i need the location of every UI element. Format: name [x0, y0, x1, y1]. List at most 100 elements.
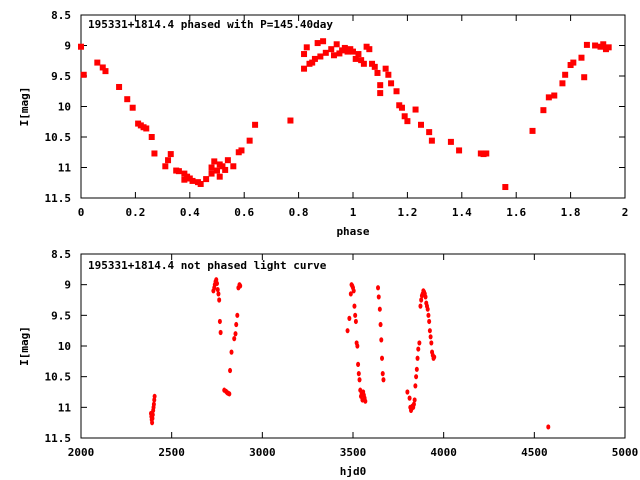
x-tick-label: 2	[622, 206, 629, 219]
data-point	[393, 88, 400, 95]
data-point	[388, 80, 395, 87]
y-axis-label: I[mag]	[18, 326, 31, 366]
data-point	[545, 94, 552, 101]
data-point	[151, 401, 156, 407]
data-point	[216, 173, 223, 180]
data-point	[219, 163, 226, 170]
data-point	[355, 51, 362, 58]
data-point	[181, 176, 188, 183]
data-point	[328, 46, 335, 53]
data-point	[317, 53, 324, 60]
data-point	[322, 49, 329, 56]
chart-title: 195331+1814.4 not phased light curve	[88, 259, 327, 272]
data-point	[581, 74, 588, 81]
data-point	[426, 129, 433, 136]
data-point	[330, 52, 337, 59]
data-point	[363, 398, 368, 404]
data-point	[124, 96, 131, 103]
data-point	[401, 113, 408, 120]
x-tick-label: 0	[78, 206, 85, 219]
data-point	[378, 321, 383, 328]
data-point	[301, 51, 308, 58]
data-point	[167, 151, 174, 158]
data-point	[381, 377, 386, 383]
data-point	[353, 318, 358, 325]
data-point	[380, 371, 385, 377]
data-point	[162, 163, 169, 170]
data-point	[189, 177, 196, 184]
phased-light-curve-panel: 0 0.2 0.4 0.6 0.8 1 1.2 1.4 1.6 1.8 2 8.5 9 9.5 10 10.5…	[18, 9, 628, 238]
x-axis-label: hjd0	[340, 465, 367, 478]
data-point	[418, 121, 424, 128]
x-tick-label: 2000	[68, 446, 95, 459]
y-tick-label: 8.5	[51, 9, 71, 22]
data-point	[350, 48, 356, 55]
data-point	[352, 303, 357, 309]
data-point	[345, 328, 350, 334]
data-point	[592, 42, 599, 49]
data-point	[425, 306, 430, 312]
y-tick-label: 11	[58, 401, 72, 414]
data-point	[358, 57, 365, 64]
data-point	[380, 355, 385, 361]
data-point	[578, 54, 585, 61]
data-point	[217, 318, 222, 325]
data-point	[374, 69, 381, 76]
data-point	[356, 371, 361, 377]
x-tick-label: 0.2	[125, 206, 145, 219]
data-point	[165, 157, 172, 164]
x-tick-label: 5000	[612, 446, 639, 459]
data-point	[143, 125, 150, 132]
x-tick-label: 0.8	[289, 206, 309, 219]
data-point	[355, 343, 360, 349]
data-point	[238, 147, 245, 154]
data-point	[376, 285, 381, 291]
data-point	[447, 138, 454, 145]
data-point	[181, 170, 188, 177]
plot-frame	[80, 14, 626, 199]
data-point	[377, 90, 384, 97]
data-point	[502, 184, 509, 191]
x-tick-label: 1.6	[506, 206, 526, 219]
data-point	[216, 291, 221, 297]
data-point	[203, 176, 210, 183]
data-point	[377, 82, 384, 89]
x-tick-label: 3500	[340, 446, 367, 459]
data-point	[551, 92, 558, 99]
data-point	[353, 312, 358, 318]
data-point	[385, 71, 392, 78]
data-point	[405, 389, 410, 395]
x-tick-label: 1	[350, 206, 357, 219]
data-point	[347, 315, 352, 321]
data-point	[414, 366, 419, 372]
x-tick-label: 1.2	[397, 206, 417, 219]
plot-frame	[80, 253, 626, 439]
data-point	[208, 164, 215, 171]
y-tick-label: 11.5	[45, 432, 72, 445]
y-tick-label: 11.5	[45, 192, 72, 205]
data-point	[320, 38, 327, 45]
data-point	[411, 401, 416, 407]
data-point	[417, 340, 422, 346]
data-point	[583, 41, 590, 48]
data-point	[227, 391, 232, 397]
y-tick-label: 9.5	[51, 309, 71, 322]
data-point	[369, 60, 376, 67]
x-tick-label: 4000	[430, 446, 457, 459]
data-point	[415, 355, 420, 361]
data-point	[398, 104, 405, 111]
x-tick-label: 3000	[249, 446, 276, 459]
data-point	[94, 59, 101, 66]
data-point	[102, 68, 109, 75]
data-point	[224, 157, 231, 164]
x-axis-label: phase	[336, 225, 369, 238]
data-point	[429, 340, 434, 346]
data-point	[208, 170, 215, 177]
data-point	[311, 55, 318, 62]
data-point	[175, 168, 182, 175]
data-point	[336, 50, 343, 57]
data-point	[562, 71, 569, 78]
data-point	[116, 83, 123, 90]
data-point	[235, 312, 240, 318]
